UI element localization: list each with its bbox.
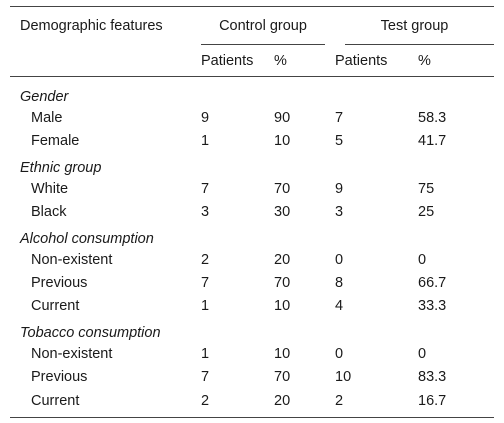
demographics-table-container: Demographic features Control group Test … (10, 6, 495, 418)
header-demographic-features: Demographic features (10, 6, 191, 45)
test-percent-value: 0 (418, 251, 427, 268)
table-body: Gender Male 9 90 7 58.3 Female 1 10 5 41… (10, 77, 495, 418)
test-percent-value: 41.7 (418, 132, 447, 149)
section-title-ethnic-group: Ethnic group (20, 160, 102, 176)
row-label: Female (31, 132, 80, 149)
control-patients-value: 2 (201, 251, 210, 268)
section-title-gender: Gender (20, 89, 69, 105)
row-label: Male (31, 109, 63, 126)
control-percent-value: 90 (274, 109, 291, 126)
test-percent-value: 75 (418, 180, 435, 197)
control-patients-value: 1 (201, 132, 210, 149)
control-patients-value: 9 (201, 109, 210, 126)
control-patients-value: 7 (201, 180, 210, 197)
table-row: Current 2 20 2 16.7 (10, 388, 495, 418)
test-patients-value: 10 (335, 368, 352, 385)
control-patients-value: 1 (201, 297, 210, 314)
test-percent-value: 25 (418, 203, 435, 220)
header-control-patients: Patients (191, 45, 274, 77)
test-patients-value: 2 (335, 388, 419, 418)
control-percent-value: 10 (274, 345, 291, 362)
header-empty-cell (10, 45, 191, 77)
control-patients-value: 3 (201, 203, 210, 220)
table-row: Female 1 10 5 41.7 (10, 129, 494, 152)
test-percent-value: 66.7 (418, 274, 447, 291)
table-row: White 7 70 9 75 (10, 177, 494, 200)
control-percent-value: 30 (274, 203, 291, 220)
table-row: Current 1 10 4 33.3 (10, 294, 494, 317)
test-percent-value: 58.3 (418, 109, 447, 126)
table-row: Black 3 30 3 25 (10, 200, 494, 223)
control-patients-value: 7 (201, 274, 210, 291)
row-label: Black (31, 203, 67, 220)
test-patients-value: 0 (335, 251, 344, 268)
test-patients-value: 7 (335, 109, 344, 126)
row-label: Current (10, 388, 191, 418)
test-patients-value: 8 (335, 274, 344, 291)
test-patients-value: 3 (335, 203, 344, 220)
table-row: Previous 7 70 10 83.3 (10, 365, 494, 388)
demographics-table: Demographic features Control group Test … (10, 6, 495, 418)
table-row: Non-existent 2 20 0 0 (10, 248, 494, 271)
test-patients-value: 0 (335, 345, 344, 362)
control-percent-value: 20 (274, 388, 336, 418)
control-percent-value: 70 (274, 180, 291, 197)
header-control-percent: % (274, 45, 336, 77)
test-percent-value: 0 (418, 345, 427, 362)
header-test-percent: % (418, 45, 495, 77)
table-row: Previous 7 70 8 66.7 (10, 271, 494, 294)
header-control-group: Control group (191, 6, 336, 46)
row-label: White (31, 180, 69, 197)
control-percent-value: 20 (274, 251, 291, 268)
header-test-patients: Patients (335, 45, 419, 77)
control-percent-value: 70 (274, 274, 291, 291)
row-label: Previous (31, 368, 88, 385)
test-patients-value: 5 (335, 132, 344, 149)
table-row: Male 9 90 7 58.3 (10, 106, 494, 129)
test-patients-value: 4 (335, 297, 344, 314)
section-title-tobacco-consumption: Tobacco consumption (20, 325, 161, 341)
control-percent-value: 10 (274, 132, 291, 149)
test-percent-value: 33.3 (418, 297, 447, 314)
table-row: Non-existent 1 10 0 0 (10, 342, 494, 365)
control-percent-value: 10 (274, 297, 291, 314)
row-label: Non-existent (31, 345, 113, 362)
test-patients-value: 9 (335, 180, 344, 197)
row-label: Previous (31, 274, 88, 291)
row-label: Non-existent (31, 251, 113, 268)
row-label: Current (31, 297, 80, 314)
control-percent-value: 70 (274, 368, 291, 385)
control-patients-value: 7 (201, 368, 210, 385)
control-patients-value: 2 (191, 388, 274, 418)
control-patients-value: 1 (201, 345, 210, 362)
header-test-group: Test group (335, 6, 495, 46)
test-percent-value: 16.7 (418, 388, 495, 418)
test-percent-value: 83.3 (418, 368, 447, 385)
section-title-alcohol-consumption: Alcohol consumption (20, 231, 154, 247)
